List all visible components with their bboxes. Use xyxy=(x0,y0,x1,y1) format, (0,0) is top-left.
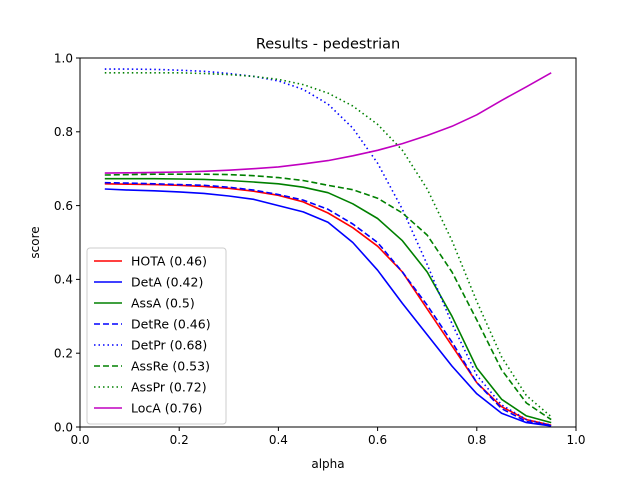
y-tick-label: 0.8 xyxy=(54,125,73,139)
legend-label: AssRe (0.53) xyxy=(131,359,210,374)
y-tick-label: 1.0 xyxy=(54,51,73,65)
y-axis-label: score xyxy=(28,226,42,258)
x-tick-label: 0.6 xyxy=(368,433,387,447)
x-tick-label: 0.2 xyxy=(170,433,189,447)
chart-title: Results - pedestrian xyxy=(256,37,400,53)
legend-label: DetPr (0.68) xyxy=(131,338,207,353)
y-tick-label: 0.6 xyxy=(54,199,73,213)
series-line-detpr xyxy=(104,68,552,426)
legend-label: DetRe (0.46) xyxy=(131,317,211,332)
legend-label: AssA (0.5) xyxy=(131,296,195,311)
x-tick-label: 1.0 xyxy=(566,433,585,447)
axes-frame xyxy=(79,57,577,428)
x-tick-label: 0.4 xyxy=(269,433,288,447)
x-tick-label: 0.8 xyxy=(467,433,486,447)
legend-box xyxy=(86,247,227,425)
x-axis-label: alpha xyxy=(311,457,344,471)
series-line-assre xyxy=(104,173,552,421)
series-line-deta xyxy=(104,188,552,427)
legend-label: AssPr (0.72) xyxy=(131,380,207,395)
y-tick-label: 0.0 xyxy=(54,420,73,434)
series-line-assa xyxy=(104,177,552,424)
y-axis: 0.0 0.2 0.4 0.6 0.8 1.0 xyxy=(54,51,80,434)
x-tick-label: 0.0 xyxy=(70,433,89,447)
series-line-loca xyxy=(104,72,552,174)
plot-lines xyxy=(104,68,552,427)
legend-label: DetA (0.42) xyxy=(131,275,203,290)
legend-label: HOTA (0.46) xyxy=(131,254,207,269)
series-line-asspr xyxy=(104,72,552,418)
legend: HOTA (0.46) DetA (0.42) AssA (0.5) DetRe (0… xyxy=(86,247,227,425)
legend-label: LocA (0.76) xyxy=(131,401,202,416)
x-axis: 0.0 0.2 0.4 0.6 0.8 1.0 xyxy=(70,427,586,447)
y-tick-label: 0.2 xyxy=(54,347,73,361)
y-tick-label: 0.4 xyxy=(54,273,73,287)
series-line-detre xyxy=(104,181,552,427)
